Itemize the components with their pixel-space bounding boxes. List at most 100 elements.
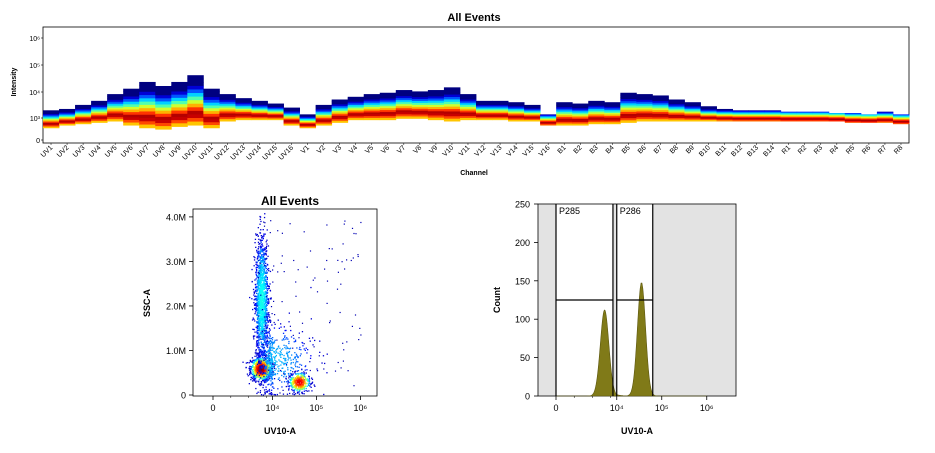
scatter-point — [254, 375, 256, 378]
histogram-curve — [556, 282, 707, 397]
histogram-y-label: Count — [492, 287, 502, 313]
spectrum-cell — [411, 97, 429, 100]
spectrum-cell — [476, 104, 493, 107]
scatter-point — [266, 229, 268, 231]
spectrum-y-tick-label: 0 — [36, 138, 40, 145]
scatter-point — [266, 391, 268, 393]
scatter-point — [261, 369, 263, 371]
scatter-point — [291, 374, 294, 377]
scatter-point — [272, 337, 274, 339]
scatter-point — [264, 297, 266, 299]
scatter-point — [291, 377, 293, 379]
spectrum-cell — [75, 111, 92, 114]
scatter-point — [264, 381, 266, 384]
scatter-point — [264, 319, 267, 321]
scatter-point — [266, 268, 269, 270]
scatter-point — [264, 336, 266, 338]
scatter-point — [261, 257, 263, 260]
scatter-point — [265, 278, 267, 281]
spectrum-channel-label: V4 — [348, 144, 359, 155]
spectrum-cell — [171, 123, 188, 127]
scatter-point — [258, 326, 261, 328]
scatter-point — [268, 365, 270, 367]
scatter-x-ticks: 0 10⁴ 10⁵ 10⁶ — [210, 396, 368, 413]
scatter-point — [257, 375, 259, 377]
scatter-point — [261, 306, 263, 308]
spectrum-cell — [748, 111, 766, 113]
spectrum-cell — [572, 122, 589, 124]
scatter-point — [266, 360, 268, 362]
histogram-gate[interactable]: P286 — [616, 204, 654, 396]
scatter-point — [305, 379, 307, 381]
scatter-point — [305, 387, 307, 390]
scatter-point — [260, 350, 262, 353]
spectrum-cell — [267, 108, 284, 110]
spectrum-cell — [492, 118, 509, 121]
scatter-point — [342, 342, 344, 344]
scatter-point — [258, 351, 261, 353]
scatter-point — [265, 336, 267, 339]
scatter-point — [258, 274, 260, 276]
scatter-point — [270, 340, 272, 342]
scatter-point — [302, 384, 304, 386]
scatter-point — [254, 377, 256, 380]
spectrum-cell — [620, 92, 637, 96]
scatter-point — [266, 295, 268, 297]
scatter-point — [256, 233, 258, 236]
scatter-point — [260, 286, 262, 289]
spectrum-cell — [107, 103, 124, 107]
spectrum-cell — [363, 97, 381, 100]
spectrum-channel-label: UV7 — [136, 144, 151, 159]
spectrum-cell — [572, 112, 589, 115]
scatter-point — [256, 280, 258, 282]
spectrum-cell — [427, 117, 445, 121]
scatter-point — [309, 361, 311, 363]
scatter-point — [267, 264, 269, 266]
spectrum-channel-label: V14 — [506, 144, 520, 158]
scatter-point — [261, 327, 263, 330]
spectrum-cell — [556, 116, 573, 119]
spectrum-cell — [876, 113, 894, 116]
scatter-point — [264, 276, 266, 278]
spectrum-cell — [283, 120, 300, 122]
scatter-point — [265, 274, 267, 277]
scatter-point — [262, 266, 265, 268]
histogram-gate[interactable]: P285 — [555, 204, 614, 396]
spectrum-cell — [219, 97, 236, 101]
spectrum-cell — [604, 120, 621, 123]
scatter-point — [260, 240, 262, 242]
scatter-point — [263, 221, 265, 223]
scatter-point — [261, 372, 263, 374]
spectrum-cell — [251, 104, 268, 107]
scatter-point — [292, 390, 294, 392]
scatter-point — [294, 340, 297, 343]
spectrum-cell — [187, 114, 204, 119]
scatter-point — [260, 341, 262, 343]
spectrum-cell — [443, 106, 461, 110]
scatter-point — [250, 376, 252, 379]
scatter-point — [360, 221, 362, 224]
scatter-point — [261, 261, 263, 263]
scatter-point — [302, 388, 304, 390]
spectrum-cell — [572, 111, 589, 114]
scatter-point — [273, 387, 275, 389]
spectrum-cell — [395, 104, 413, 107]
spectrum-cell — [748, 116, 766, 118]
spectrum-cell — [443, 87, 461, 91]
scatter-point — [269, 232, 271, 234]
spectrum-cell — [812, 112, 830, 114]
scatter-point — [264, 308, 266, 311]
scatter-point — [263, 265, 265, 267]
scatter-point — [245, 366, 247, 369]
spectrum-cell — [155, 98, 172, 102]
scatter-point — [259, 256, 261, 258]
spectrum-title: All Events — [447, 12, 500, 24]
spectrum-cell — [139, 118, 156, 122]
scatter-point — [256, 302, 258, 304]
scatter-point — [258, 339, 260, 341]
scatter-point — [300, 381, 302, 383]
spectrum-cell — [684, 110, 701, 113]
spectrum-channel-label: R1 — [781, 144, 792, 155]
histogram-y-tick-label: 50 — [520, 353, 530, 363]
scatter-point — [263, 357, 265, 359]
